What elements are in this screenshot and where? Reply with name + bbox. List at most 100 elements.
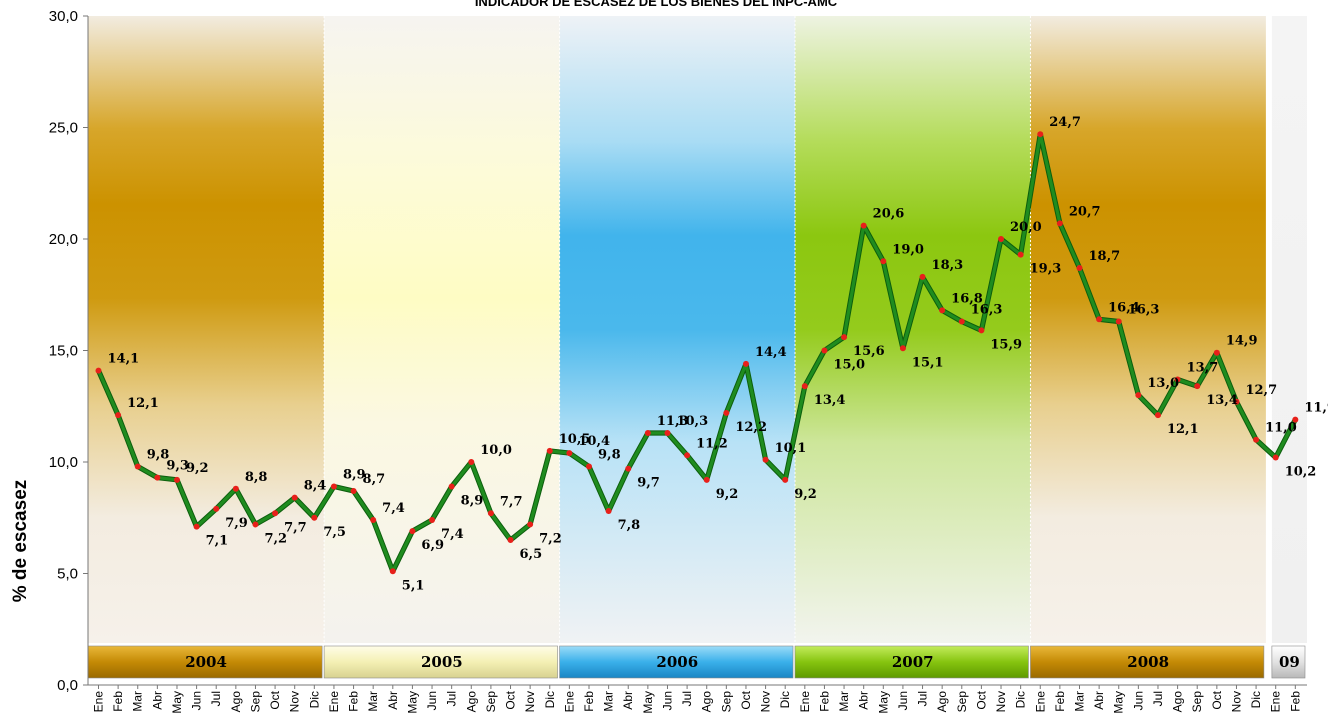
data-label: 10,5 <box>559 432 591 447</box>
year-label: 2008 <box>1127 653 1169 671</box>
data-label: 8,9 <box>461 494 484 509</box>
year-strip-2008 <box>1030 645 1265 679</box>
year-label: 2006 <box>656 653 698 671</box>
data-point <box>546 447 553 454</box>
x-tick-label: Mar <box>131 691 145 712</box>
data-point <box>448 483 455 490</box>
x-tick-label: Ene <box>92 691 106 713</box>
data-label: 7,7 <box>284 520 307 535</box>
data-point <box>703 476 710 483</box>
x-tick-label: Dic <box>1014 691 1028 708</box>
x-tick-label: Mar <box>1073 691 1087 712</box>
data-point <box>389 568 396 575</box>
x-tick-label: Nov <box>523 691 537 712</box>
data-point <box>899 345 906 352</box>
x-tick-label: Feb <box>817 691 831 712</box>
x-tick-label: Ago <box>700 691 714 713</box>
data-point <box>860 222 867 229</box>
data-point <box>429 516 436 523</box>
year-label: 2007 <box>892 653 934 671</box>
data-label: 6,5 <box>520 547 543 562</box>
data-label: 19,0 <box>892 242 924 257</box>
data-point <box>370 516 377 523</box>
y-tick-label: 5,0 <box>57 566 78 583</box>
data-point <box>1154 412 1161 419</box>
y-tick-label: 25,0 <box>49 120 78 137</box>
data-point <box>1056 220 1063 227</box>
data-point <box>1233 398 1240 405</box>
data-point <box>978 327 985 334</box>
data-label: 13,4 <box>814 393 846 408</box>
x-tick-label: May <box>405 691 419 714</box>
data-point <box>115 412 122 419</box>
x-tick-label: Abr <box>150 691 164 710</box>
data-label: 9,2 <box>794 487 817 502</box>
x-tick-label: Dic <box>543 691 557 708</box>
data-label: 14,9 <box>1226 334 1258 349</box>
year-label: 2005 <box>421 653 463 671</box>
data-point <box>566 450 573 457</box>
data-label: 9,8 <box>598 447 621 462</box>
data-point <box>1017 251 1024 258</box>
data-point <box>919 273 926 280</box>
series-scarcity <box>95 131 1299 575</box>
data-point <box>782 476 789 483</box>
x-tick-label: Dic <box>1249 691 1263 708</box>
year-strip-row: 2004 2005 2006 2007 2008 09 <box>87 645 1306 679</box>
year-band-2006 <box>559 16 796 643</box>
data-label: 15,0 <box>833 358 865 373</box>
year-strip-2006 <box>559 645 794 679</box>
y-axis-label: % de escasez <box>10 480 31 603</box>
data-point <box>291 494 298 501</box>
data-point <box>1213 349 1220 356</box>
data-label: 14,1 <box>108 352 140 367</box>
x-tick-label: May <box>641 691 655 714</box>
x-tick-label: Feb <box>347 691 361 712</box>
data-point <box>311 514 318 521</box>
data-label: 19,3 <box>1030 262 1062 277</box>
x-tick-label: Jul <box>445 691 459 706</box>
year-band-09 <box>1271 16 1307 643</box>
x-tick-label: Abr <box>621 691 635 710</box>
data-label: 20,7 <box>1069 204 1101 219</box>
data-label: 6,9 <box>421 538 444 553</box>
x-tick-label: Oct <box>504 690 518 709</box>
data-label: 7,4 <box>382 501 405 516</box>
data-label: 10,4 <box>578 434 610 449</box>
x-tick-label: Nov <box>994 691 1008 712</box>
x-tick-label: Dic <box>307 691 321 708</box>
x-tick-label: Ago <box>935 691 949 713</box>
data-point <box>998 236 1005 242</box>
data-point <box>213 505 220 512</box>
x-tick-label: Oct <box>268 690 282 709</box>
data-point <box>154 474 161 481</box>
x-tick-label: May <box>876 691 890 714</box>
x-tick-label: Ene <box>1269 691 1283 713</box>
data-label: 15,1 <box>912 355 944 370</box>
data-point <box>1253 436 1260 443</box>
x-tick-label: Feb <box>1053 691 1067 712</box>
data-label: 11,2 <box>696 436 728 451</box>
data-label: 16,3 <box>1128 303 1160 318</box>
x-tick-label: Oct <box>1210 690 1224 709</box>
data-label: 11,9 <box>1304 401 1328 416</box>
data-point <box>880 258 887 265</box>
x-axis: Ene Feb Mar Abr May Jun Jul Ago Sep Oct Nov Dic Ene F… <box>92 685 1302 714</box>
year-strip-2005 <box>323 645 558 679</box>
data-label: 15,6 <box>853 344 885 359</box>
data-point <box>487 510 494 517</box>
data-point <box>742 360 749 367</box>
x-tick-label: Sep <box>1190 691 1204 713</box>
data-point <box>605 508 612 515</box>
x-tick-label: Oct <box>974 690 988 709</box>
x-tick-label: Jun <box>896 691 910 710</box>
data-point <box>507 537 514 544</box>
data-label: 15,9 <box>990 337 1022 352</box>
x-tick-label: Ene <box>1033 691 1047 713</box>
data-point <box>821 347 828 354</box>
data-label: 10,3 <box>676 414 708 429</box>
x-tick-label: Jun <box>425 691 439 710</box>
data-label: 9,2 <box>186 461 209 476</box>
x-tick-label: Abr <box>857 691 871 710</box>
